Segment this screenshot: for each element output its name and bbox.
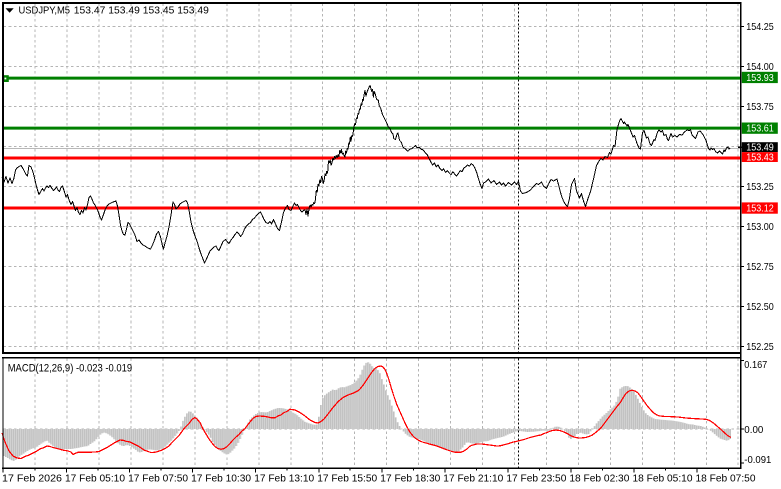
svg-text:152.50: 152.50 [746, 301, 774, 313]
svg-text:153.00: 153.00 [746, 221, 774, 233]
svg-text:18 Feb 05:10: 18 Feb 05:10 [633, 473, 693, 485]
svg-text:17 Feb 18:30: 17 Feb 18:30 [380, 473, 440, 485]
svg-text:0.00: 0.00 [744, 424, 763, 436]
svg-text:17 Feb 10:30: 17 Feb 10:30 [191, 473, 251, 485]
svg-text:153.45: 153.45 [143, 5, 175, 16]
svg-text:18 Feb 07:50: 18 Feb 07:50 [696, 473, 756, 485]
svg-text:153.93: 153.93 [746, 72, 774, 84]
svg-text:17 Feb 05:10: 17 Feb 05:10 [65, 473, 125, 485]
svg-text:153.47: 153.47 [74, 5, 106, 16]
svg-text:17 Feb 2026: 17 Feb 2026 [2, 473, 62, 485]
svg-text:152.75: 152.75 [746, 261, 774, 273]
svg-text:MACD(12,26,9) -0.023 -0.019: MACD(12,26,9) -0.023 -0.019 [8, 363, 133, 375]
svg-text:17 Feb 13:10: 17 Feb 13:10 [254, 473, 314, 485]
svg-text:153.12: 153.12 [746, 203, 774, 215]
svg-text:153.61: 153.61 [746, 123, 774, 135]
svg-text:153.75: 153.75 [746, 101, 774, 113]
svg-text:153.25: 153.25 [746, 181, 774, 193]
svg-text:153.49: 153.49 [108, 5, 140, 16]
svg-text:0.167: 0.167 [744, 359, 767, 371]
svg-text:17 Feb 15:50: 17 Feb 15:50 [317, 473, 377, 485]
svg-text:-0.091: -0.091 [744, 454, 771, 466]
svg-text:154.00: 154.00 [746, 61, 774, 73]
svg-text:17 Feb 07:50: 17 Feb 07:50 [128, 473, 188, 485]
svg-text:153.49: 153.49 [746, 142, 774, 154]
svg-text:18 Feb 02:30: 18 Feb 02:30 [569, 473, 629, 485]
svg-text:17 Feb 23:50: 17 Feb 23:50 [506, 473, 566, 485]
svg-text:153.43: 153.43 [746, 152, 774, 164]
svg-text:154.25: 154.25 [746, 21, 774, 33]
svg-text:USDJPY,M5: USDJPY,M5 [19, 5, 71, 16]
svg-text:17 Feb 21:10: 17 Feb 21:10 [443, 473, 503, 485]
svg-text:153.49: 153.49 [177, 5, 209, 16]
svg-text:152.25: 152.25 [746, 341, 774, 353]
